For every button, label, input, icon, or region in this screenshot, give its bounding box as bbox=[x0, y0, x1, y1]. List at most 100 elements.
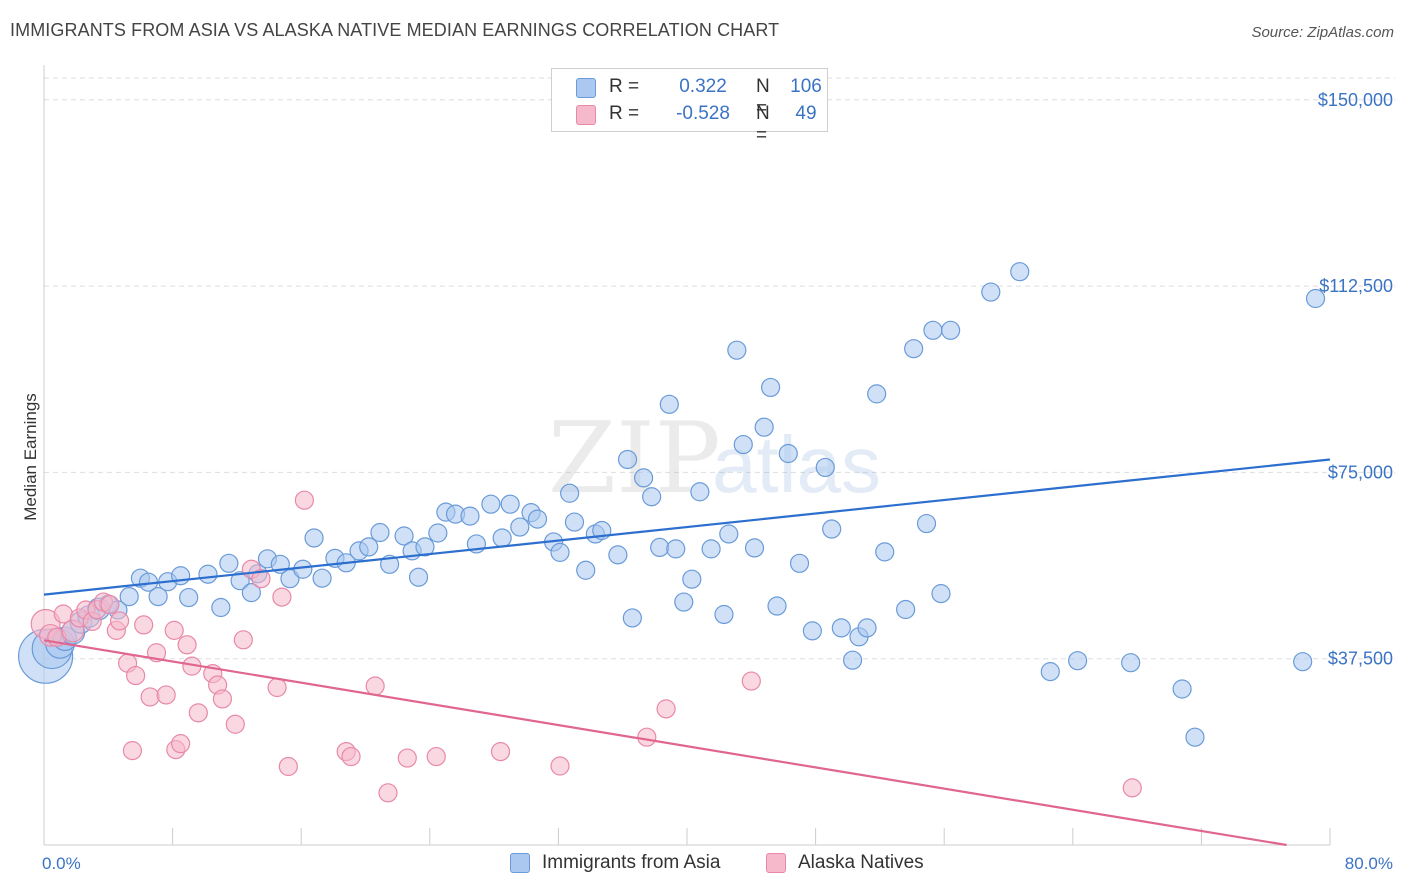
asia-point[interactable] bbox=[666, 539, 686, 559]
asia-point[interactable] bbox=[923, 320, 943, 340]
asia-point[interactable] bbox=[481, 494, 501, 514]
asia-point[interactable] bbox=[690, 482, 710, 502]
asia-point[interactable] bbox=[1293, 652, 1313, 672]
asia-point[interactable] bbox=[312, 568, 332, 588]
asia-point[interactable] bbox=[650, 537, 670, 558]
alaska-point[interactable] bbox=[171, 734, 191, 754]
alaska-point[interactable] bbox=[177, 635, 197, 655]
asia-point[interactable] bbox=[778, 443, 798, 464]
asia-point[interactable] bbox=[500, 494, 520, 514]
asia-point[interactable] bbox=[1172, 679, 1192, 699]
asia-point[interactable] bbox=[981, 282, 1001, 302]
alaska-point[interactable] bbox=[294, 490, 315, 510]
alaska-point[interactable] bbox=[122, 741, 143, 761]
asia-point[interactable] bbox=[415, 537, 435, 557]
alaska-point[interactable] bbox=[426, 746, 446, 767]
asia-point[interactable] bbox=[527, 509, 548, 529]
alaska-point[interactable] bbox=[490, 741, 511, 762]
alaska-point[interactable] bbox=[341, 746, 361, 767]
asia-point[interactable] bbox=[659, 394, 679, 414]
asia-point[interactable] bbox=[219, 553, 239, 573]
asia-point[interactable] bbox=[576, 560, 596, 580]
alaska-point[interactable] bbox=[225, 714, 245, 734]
asia-point[interactable] bbox=[767, 596, 787, 616]
asia-point[interactable] bbox=[941, 320, 961, 340]
asia-point[interactable] bbox=[904, 339, 924, 359]
asia-point[interactable] bbox=[760, 377, 781, 398]
alaska-point[interactable] bbox=[365, 676, 385, 696]
asia-point[interactable] bbox=[744, 538, 765, 558]
asia-point[interactable] bbox=[293, 559, 313, 579]
asia-point[interactable] bbox=[896, 599, 916, 620]
asia-point[interactable] bbox=[727, 340, 747, 360]
alaska-point[interactable] bbox=[109, 611, 130, 631]
asia-point[interactable] bbox=[815, 457, 835, 478]
asia-point[interactable] bbox=[714, 604, 734, 625]
asia-point[interactable] bbox=[831, 618, 851, 638]
alaska-point[interactable] bbox=[278, 756, 298, 777]
asia-point[interactable] bbox=[179, 587, 199, 608]
asia-point[interactable] bbox=[622, 608, 642, 628]
alaska-point[interactable] bbox=[233, 630, 253, 650]
asia-point[interactable] bbox=[682, 569, 702, 589]
asia-point[interactable] bbox=[733, 434, 753, 455]
asia-point[interactable] bbox=[1010, 262, 1030, 282]
alaska-point[interactable] bbox=[656, 699, 676, 719]
asia-point[interactable] bbox=[931, 584, 951, 604]
asia-point[interactable] bbox=[550, 542, 570, 562]
asia-point[interactable] bbox=[875, 542, 895, 562]
asia-point[interactable] bbox=[1305, 288, 1326, 309]
asia-point[interactable] bbox=[394, 526, 414, 546]
asia-point[interactable] bbox=[304, 528, 324, 548]
asia-point[interactable] bbox=[822, 519, 842, 539]
alaska-point[interactable] bbox=[134, 615, 154, 635]
asia-point[interactable] bbox=[674, 592, 694, 612]
asia-point[interactable] bbox=[1068, 651, 1088, 671]
alaska-point[interactable] bbox=[126, 665, 146, 686]
asia-point[interactable] bbox=[560, 483, 580, 503]
asia-point[interactable] bbox=[428, 523, 448, 543]
asia-point[interactable] bbox=[492, 528, 512, 548]
asia-point[interactable] bbox=[408, 567, 429, 587]
alaska-point[interactable] bbox=[156, 685, 176, 705]
alaska-point[interactable] bbox=[164, 620, 184, 640]
asia-point[interactable] bbox=[230, 571, 250, 591]
asia-point[interactable] bbox=[1185, 727, 1205, 747]
asia-point[interactable] bbox=[460, 506, 480, 526]
asia-point[interactable] bbox=[633, 468, 654, 488]
asia-point[interactable] bbox=[857, 618, 877, 638]
asia-point[interactable] bbox=[642, 487, 662, 507]
asia-point[interactable] bbox=[842, 650, 863, 670]
alaska-point[interactable] bbox=[272, 587, 292, 607]
alaska-point[interactable] bbox=[550, 756, 570, 776]
alaska-point[interactable] bbox=[637, 727, 657, 747]
asia-point[interactable] bbox=[370, 522, 390, 543]
asia-point[interactable] bbox=[789, 553, 810, 573]
asia-point[interactable] bbox=[148, 586, 168, 607]
asia-point[interactable] bbox=[241, 583, 261, 603]
asia-point[interactable] bbox=[1121, 653, 1141, 673]
alaska-point[interactable] bbox=[100, 594, 120, 615]
asia-point[interactable] bbox=[119, 586, 139, 607]
asia-point[interactable] bbox=[564, 512, 585, 532]
asia-point[interactable] bbox=[359, 537, 379, 557]
asia-point[interactable] bbox=[916, 513, 937, 534]
asia-point[interactable] bbox=[211, 597, 231, 618]
asia-point[interactable] bbox=[510, 517, 530, 537]
alaska-point[interactable] bbox=[188, 703, 208, 723]
asia-point[interactable] bbox=[608, 545, 628, 565]
asia-point[interactable] bbox=[802, 621, 822, 641]
asia-point[interactable] bbox=[754, 417, 774, 437]
asia-point[interactable] bbox=[198, 564, 218, 584]
alaska-point[interactable] bbox=[397, 748, 417, 768]
alaska-point[interactable] bbox=[741, 671, 761, 691]
alaska-point[interactable] bbox=[1122, 778, 1142, 798]
asia-point[interactable] bbox=[867, 384, 887, 404]
alaska-point[interactable] bbox=[140, 687, 160, 707]
asia-point[interactable] bbox=[171, 566, 191, 586]
alaska-point[interactable] bbox=[378, 783, 398, 803]
asia-point[interactable] bbox=[719, 524, 739, 544]
alaska-point[interactable] bbox=[212, 689, 233, 709]
alaska-point[interactable] bbox=[251, 569, 271, 589]
asia-point[interactable] bbox=[1040, 662, 1060, 682]
